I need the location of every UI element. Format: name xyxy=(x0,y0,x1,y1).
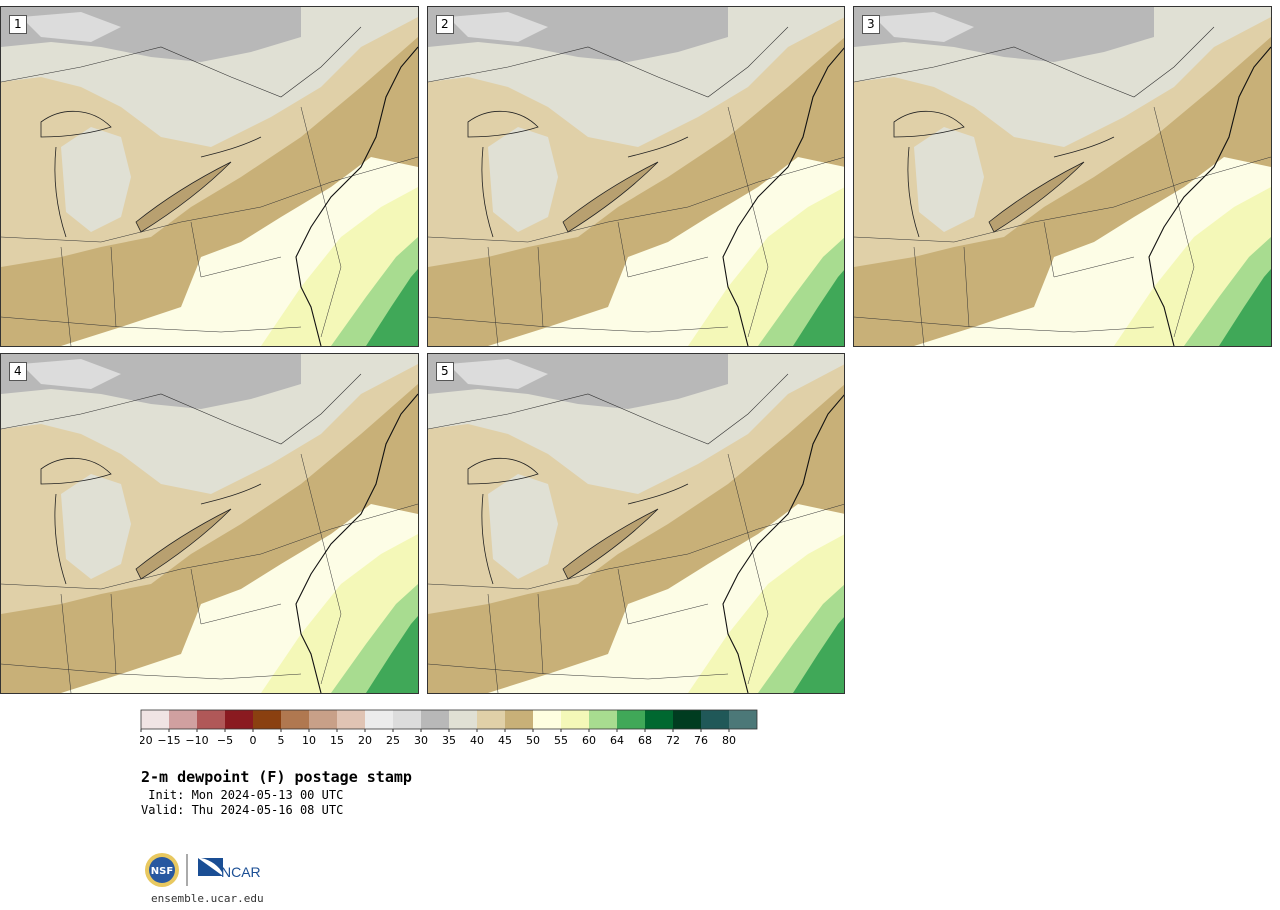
footer-url: ensemble.ucar.edu xyxy=(151,892,264,905)
dewpoint-map-1 xyxy=(1,7,418,346)
dewpoint-map-5 xyxy=(428,354,844,693)
init-time: Init: Mon 2024-05-13 00 UTC xyxy=(141,788,344,802)
colorbar-swatch xyxy=(645,710,673,729)
colorbar-tick-label: 76 xyxy=(694,734,708,747)
colorbar-tick-label: 80 xyxy=(722,734,736,747)
colorbar-swatch xyxy=(141,710,169,729)
valid-time: Valid: Thu 2024-05-16 08 UTC xyxy=(141,803,344,817)
map-panel-4: 4 xyxy=(0,353,419,694)
colorbar-swatch xyxy=(505,710,533,729)
colorbar-swatch xyxy=(197,710,225,729)
colorbar-tick-label: 30 xyxy=(414,734,428,747)
chart-title: 2-m dewpoint (F) postage stamp xyxy=(141,768,412,786)
colorbar-swatch xyxy=(617,710,645,729)
colorbar-swatch xyxy=(225,710,253,729)
colorbar-tick-label: 40 xyxy=(470,734,484,747)
colorbar-tick-label: 68 xyxy=(638,734,652,747)
colorbar-tick-label: −10 xyxy=(185,734,208,747)
colorbar-swatch xyxy=(673,710,701,729)
colorbar: −20 −15 −10 −5 0 5 10 15 20 25 30 35 40 45 50 55 60 64 68 7… xyxy=(140,709,758,747)
colorbar-tick-label: 15 xyxy=(330,734,344,747)
map-panel-3: 3 xyxy=(853,6,1272,347)
panel-number-label: 2 xyxy=(436,15,454,34)
colorbar-tick-label: 45 xyxy=(498,734,512,747)
colorbar-tick-label: 50 xyxy=(526,734,540,747)
colorbar-swatch xyxy=(449,710,477,729)
colorbar-tick-label: 55 xyxy=(554,734,568,747)
panel-number-label: 5 xyxy=(436,362,454,381)
colorbar-swatch xyxy=(589,710,617,729)
colorbar-swatch xyxy=(561,710,589,729)
map-panel-1: 1 xyxy=(0,6,419,347)
colorbar-swatch xyxy=(701,710,729,729)
dewpoint-map-4 xyxy=(1,354,418,693)
colorbar-tick-label: 72 xyxy=(666,734,680,747)
panel-number-label: 3 xyxy=(862,15,880,34)
colorbar-swatch xyxy=(729,710,757,729)
colorbar-swatch xyxy=(393,710,421,729)
colorbar-tick-label: 64 xyxy=(610,734,624,747)
ncar-logo-icon: NCAR xyxy=(198,858,261,880)
logos: NSF NCAR xyxy=(143,850,273,894)
colorbar-tick-label: −15 xyxy=(157,734,180,747)
colorbar-tick-label: −5 xyxy=(217,734,233,747)
colorbar-tick-label: 5 xyxy=(278,734,285,747)
colorbar-tick-label: −20 xyxy=(140,734,153,747)
colorbar-swatch xyxy=(421,710,449,729)
panel-number-label: 4 xyxy=(9,362,27,381)
map-panel-5: 5 xyxy=(427,353,845,694)
colorbar-tick-label: 0 xyxy=(250,734,257,747)
svg-text:NCAR: NCAR xyxy=(221,864,261,880)
colorbar-swatch xyxy=(169,710,197,729)
nsf-logo-icon: NSF xyxy=(145,853,179,887)
colorbar-swatch xyxy=(309,710,337,729)
colorbar-swatch xyxy=(337,710,365,729)
colorbar-tick-label: 10 xyxy=(302,734,316,747)
colorbar-tick-label: 35 xyxy=(442,734,456,747)
svg-text:NSF: NSF xyxy=(151,866,173,877)
colorbar-swatch xyxy=(365,710,393,729)
panel-number-label: 1 xyxy=(9,15,27,34)
colorbar-swatch xyxy=(533,710,561,729)
colorbar-tick-label: 25 xyxy=(386,734,400,747)
colorbar-swatch xyxy=(477,710,505,729)
colorbar-swatch xyxy=(253,710,281,729)
dewpoint-map-3 xyxy=(854,7,1271,346)
colorbar-tick-label: 20 xyxy=(358,734,372,747)
colorbar-tick-label: 60 xyxy=(582,734,596,747)
colorbar-swatch xyxy=(281,710,309,729)
dewpoint-map-2 xyxy=(428,7,844,346)
map-panel-2: 2 xyxy=(427,6,845,347)
